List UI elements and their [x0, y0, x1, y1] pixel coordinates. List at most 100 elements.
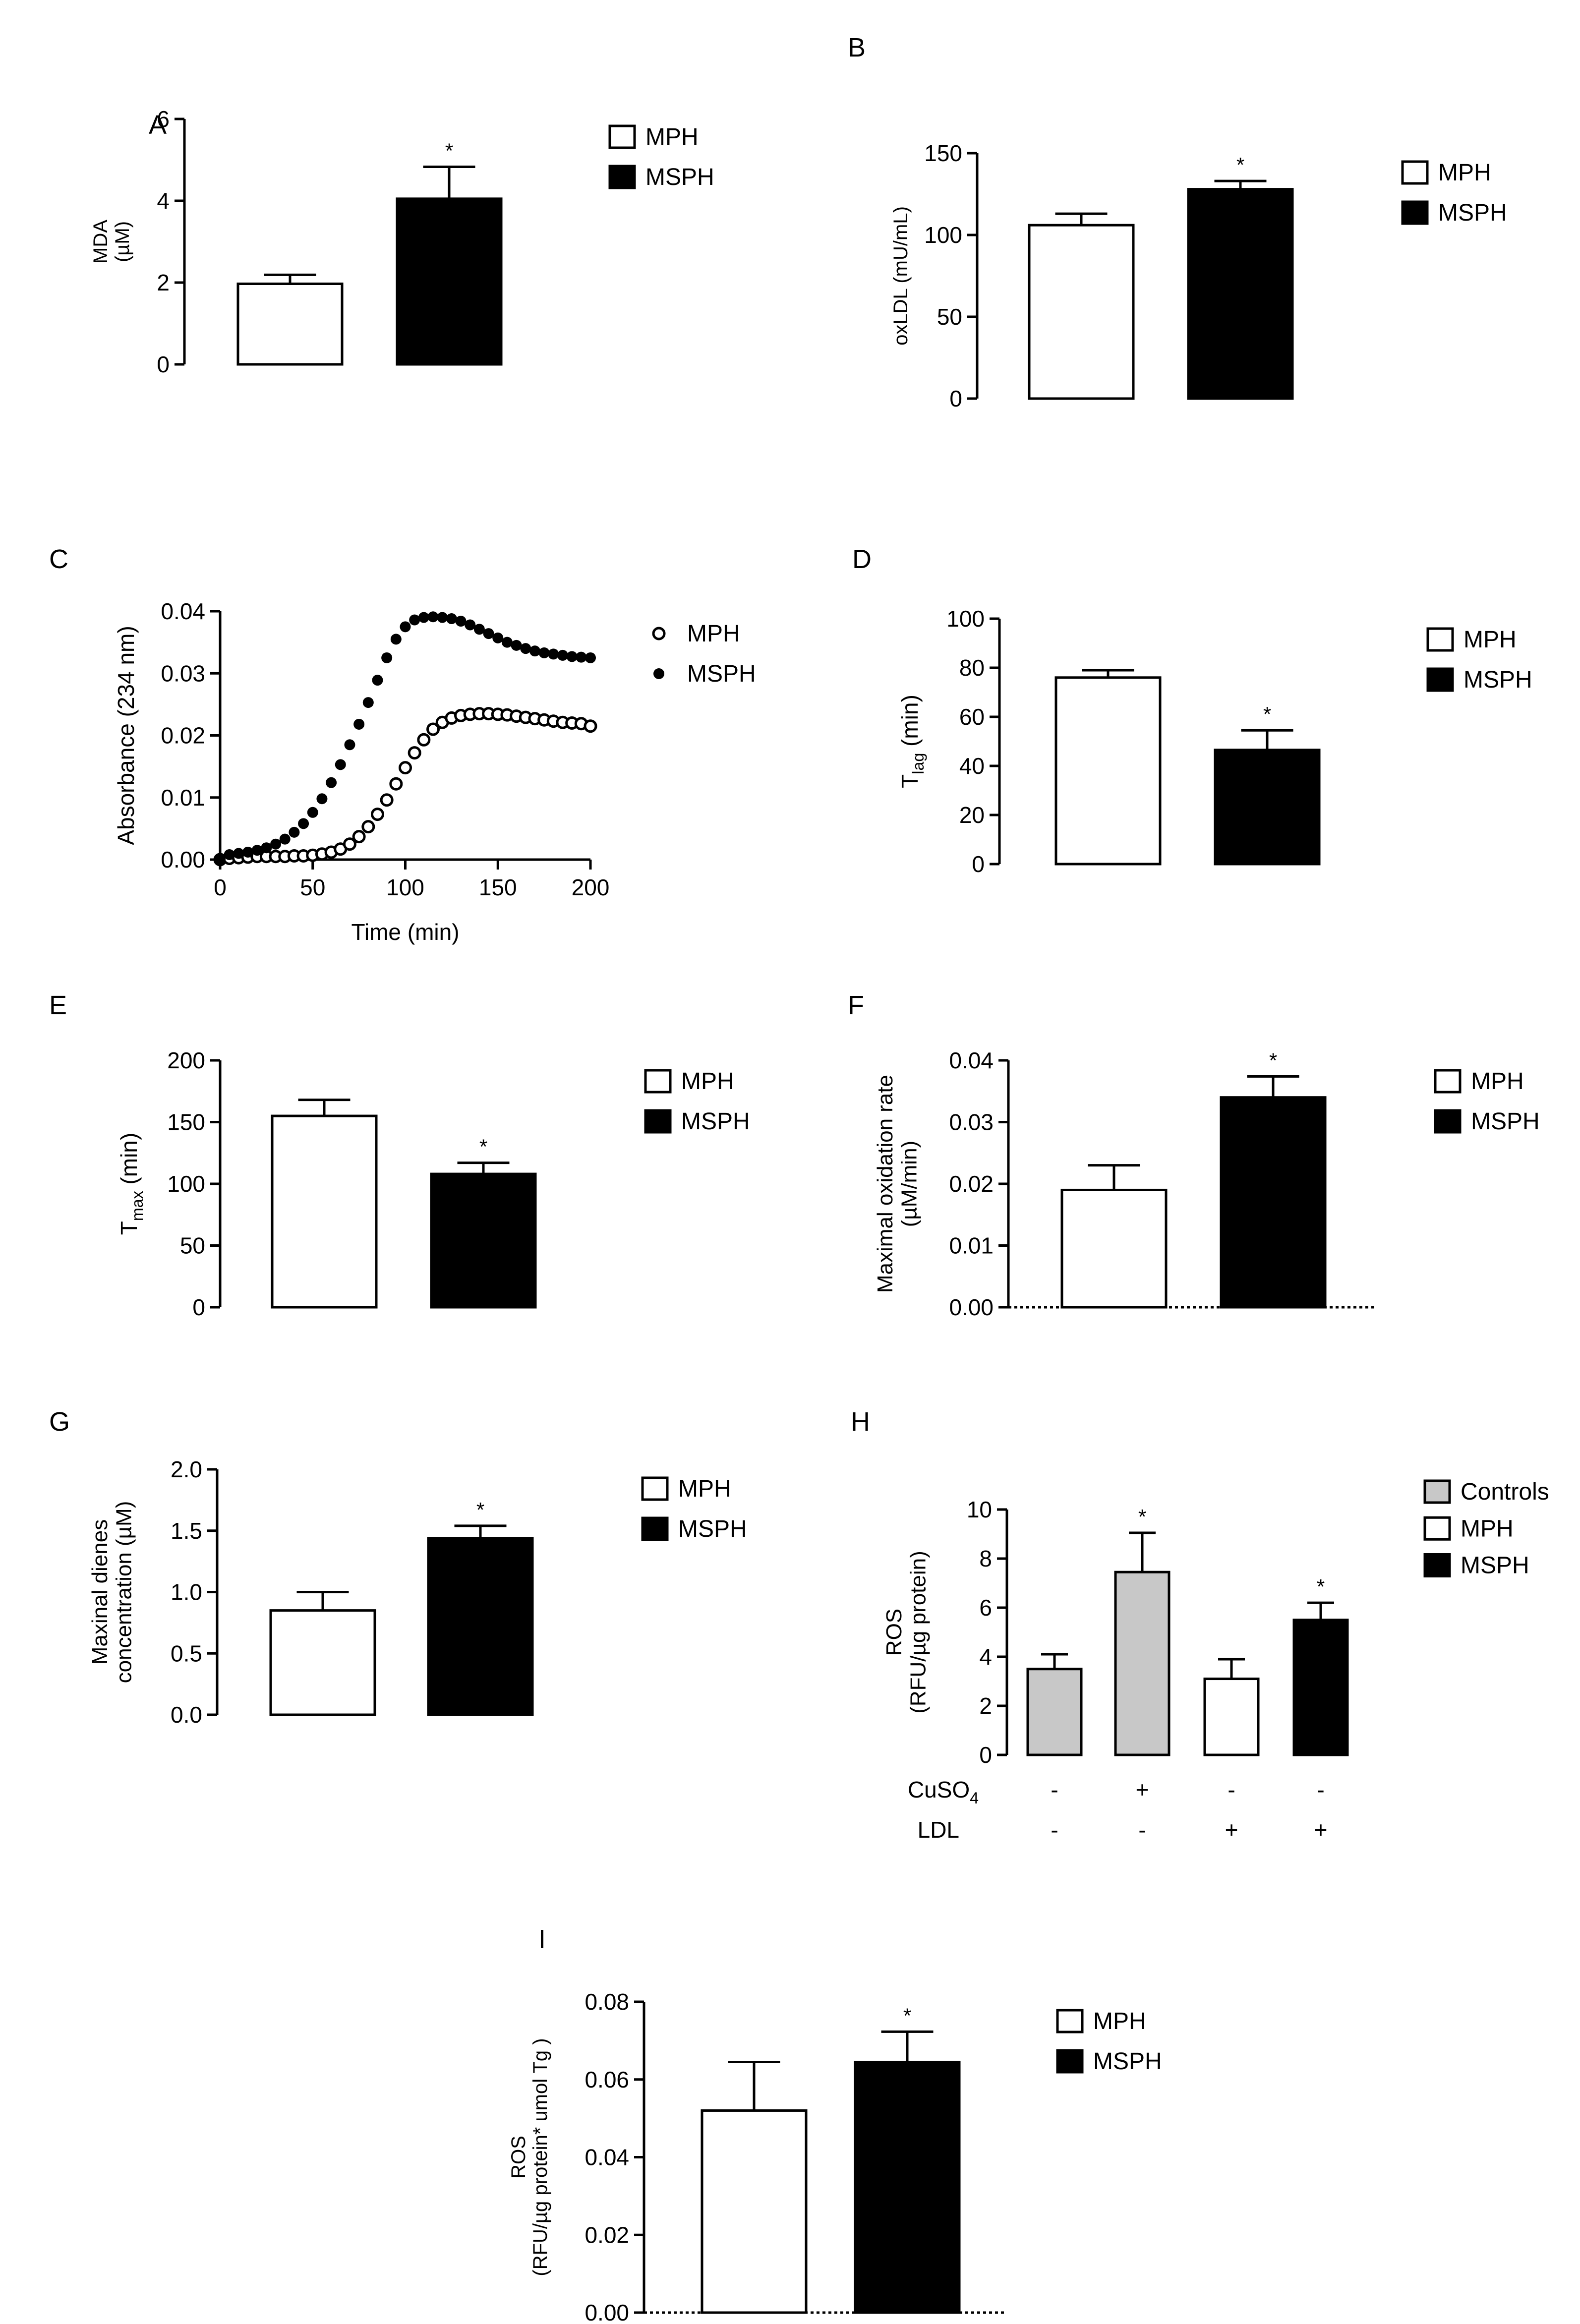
data-point: [418, 612, 429, 623]
y-axis-label-main: T: [116, 1221, 142, 1235]
data-point: [335, 759, 346, 770]
panel-label: A: [149, 110, 167, 140]
y-tick-label: 0.03: [949, 1109, 994, 1135]
x-tick-label: 150: [479, 874, 517, 900]
y-axis-label-main: T: [897, 774, 923, 788]
legend-swatch: [608, 165, 636, 189]
data-point: [279, 833, 291, 845]
y-tick-label: 0.06: [585, 2067, 629, 2092]
ldl-sign: +: [1314, 1817, 1328, 1843]
y-tick-label: 0: [979, 1742, 992, 1768]
legend-label: MPH: [1463, 627, 1517, 653]
bar-mph: [271, 1114, 378, 1309]
legend-swatch: [641, 1476, 669, 1501]
y-tick-label: 0.01: [949, 1233, 994, 1259]
data-point: [343, 837, 356, 851]
series-msph: [215, 611, 596, 865]
data-point: [408, 746, 421, 760]
legend-label: MSPH: [1093, 2048, 1162, 2075]
chart-panel-f: F 0.00 0.01 0.02 0.03 0.04 Maximal oxidation r…: [848, 990, 1540, 1320]
chart-panel-h: H 0 2 4 6 8 10 ROS (RFU/µg protein) * * Controls MPH…: [851, 1407, 1549, 1843]
cuso4-sign: +: [1136, 1777, 1149, 1802]
panel-label: F: [848, 990, 864, 1020]
chart-panel-b: B 0 50 100 150 oxLDL (mU/mL) * MPH MSPH: [848, 33, 1507, 411]
bar-mph: [1028, 224, 1135, 400]
chart-panel-c: C 0.00 0.01 0.02 0.03 0.04 0 50 100 150 200 Time (m…: [49, 544, 756, 945]
data-point: [426, 722, 440, 736]
y-tick-label: 0.03: [161, 660, 205, 686]
y-tick-label: 100: [946, 606, 985, 632]
data-point: [370, 808, 384, 821]
legend-swatch: [644, 1069, 672, 1094]
data-point: [437, 612, 448, 623]
y-tick-label: 0: [972, 851, 985, 877]
y-axis-label: oxLDL (mU/mL): [890, 206, 912, 346]
bar-msph: [1187, 188, 1294, 400]
y-tick-label: 6: [979, 1595, 992, 1621]
data-point: [298, 818, 309, 829]
y-tick-label: 4: [157, 188, 170, 214]
y-tick-label: 0.08: [585, 1989, 629, 2015]
legend-swatch: [1401, 200, 1429, 225]
legend-label: MSPH: [1438, 200, 1507, 226]
legend-label: MSPH: [1463, 667, 1532, 693]
significance-star: *: [1236, 153, 1244, 176]
panel-label: G: [49, 1407, 70, 1437]
data-point: [326, 777, 337, 788]
y-tick-label: 1.0: [171, 1579, 202, 1605]
data-point: [584, 719, 597, 733]
data-point: [557, 649, 568, 661]
y-tick-label: 200: [167, 1047, 205, 1073]
data-point: [261, 842, 272, 854]
y-tick-label: 0.04: [161, 598, 205, 624]
legend-swatch: [1056, 2009, 1084, 2034]
y-tick-label: 10: [967, 1497, 992, 1522]
y-tick-label: 150: [167, 1109, 205, 1135]
data-point: [465, 619, 476, 631]
data-point: [483, 628, 494, 639]
data-point: [473, 624, 485, 635]
y-tick-label: 0.00: [585, 2300, 629, 2324]
x-axis-label: Time (min): [351, 919, 459, 945]
cuso4-sign: -: [1228, 1777, 1235, 1802]
data-point: [224, 849, 235, 860]
y-axis-label: concentration (µM): [112, 1501, 136, 1684]
y-tick-label: 6: [157, 106, 170, 132]
legend-label: MSPH: [687, 661, 756, 687]
legend-swatch: [1423, 1516, 1451, 1541]
data-point: [270, 838, 282, 850]
data-point: [380, 793, 394, 807]
legend-swatch: [644, 1109, 672, 1134]
y-tick-label: 40: [959, 753, 985, 779]
legend-label: MPH: [1471, 1068, 1524, 1095]
legend-label: MPH: [678, 1476, 731, 1502]
legend-label: MPH: [681, 1068, 734, 1095]
data-point: [372, 675, 383, 686]
panel-label: D: [852, 544, 872, 574]
y-tick-label: 20: [959, 802, 985, 828]
y-tick-label: 0.02: [949, 1171, 994, 1197]
x-tick-label: 0: [214, 874, 227, 900]
bar-msph: [854, 2060, 961, 2314]
y-axis-label: Maxinal dienes: [88, 1519, 112, 1665]
x-tick-label: 200: [572, 874, 610, 900]
bar-controls: [1114, 1570, 1170, 1756]
legend-label: MSPH: [645, 164, 714, 190]
legend-swatch: [1426, 667, 1454, 692]
legend-swatch: [641, 1516, 669, 1541]
panel-label: E: [49, 990, 67, 1020]
data-point: [492, 632, 504, 643]
ldl-sign: +: [1225, 1817, 1238, 1843]
y-tick-label: 4: [979, 1644, 992, 1670]
legend-label: MPH: [1461, 1515, 1514, 1542]
bar-controls: [1026, 1668, 1083, 1756]
y-axis-label-tail: (min): [116, 1133, 142, 1191]
y-axis-label: Tlag (min): [897, 695, 927, 788]
y-tick-label: 100: [924, 222, 962, 248]
y-axis-label: ROS: [508, 2136, 529, 2179]
legend-swatch: [608, 124, 636, 149]
data-point: [566, 651, 578, 662]
y-tick-label: 0.5: [171, 1640, 202, 1666]
bar-mph: [1054, 676, 1162, 866]
